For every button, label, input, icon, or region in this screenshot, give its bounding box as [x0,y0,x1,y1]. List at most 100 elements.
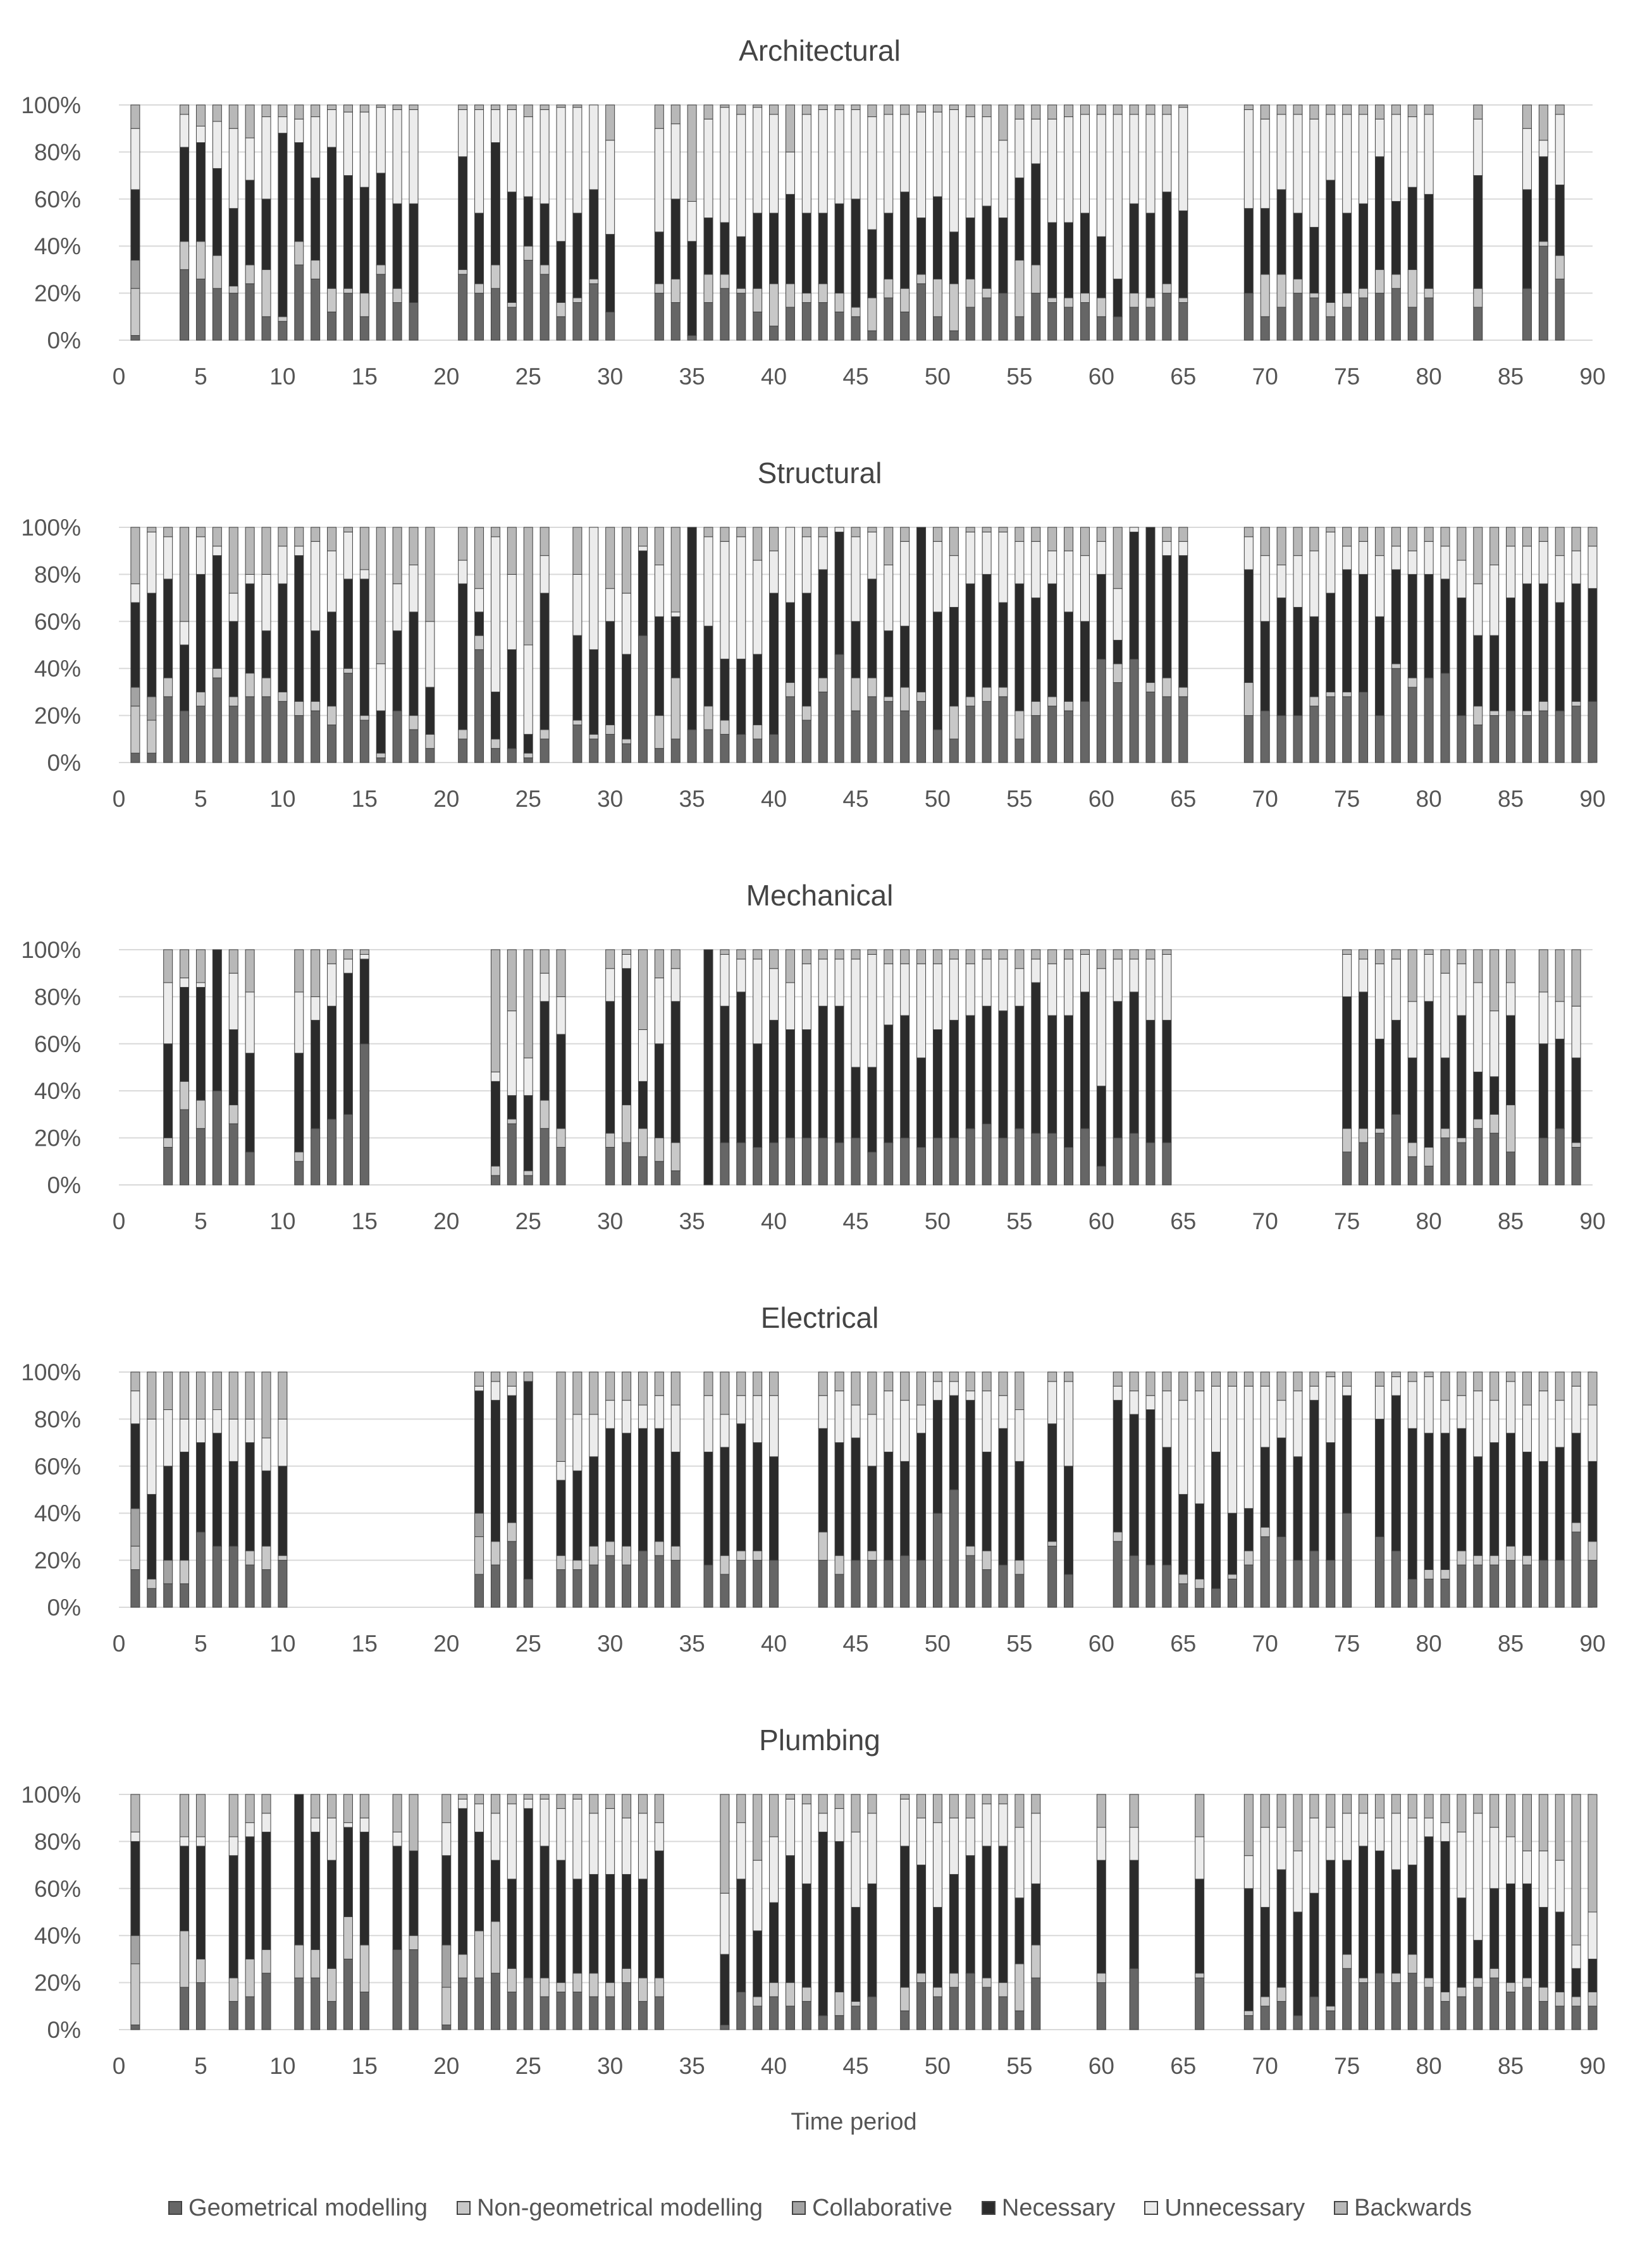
bar-segment [212,677,222,763]
bar-segment [1506,1982,1516,1992]
bar-segment [1424,573,1434,678]
bar-segment [1195,1879,1205,1974]
bar-segment [1391,1982,1401,2030]
bar-segment [1243,682,1254,716]
bar-segment [147,527,157,532]
bar-segment [965,1400,975,1547]
bar-segment [474,649,484,763]
bar-segment [1326,180,1336,303]
x-tick-label: 20 [433,786,459,812]
bar-segment [409,715,419,730]
y-tick-label: 100% [21,1782,81,1808]
bar-segment [932,316,942,341]
x-tick-label: 85 [1498,364,1524,389]
bar-segment [867,1550,877,1561]
bar-segment [311,1977,321,2030]
bar-segment [1506,1371,1516,1382]
bar-segment [1489,1968,1500,1978]
bar-segment [736,1395,746,1425]
bar-segment [163,949,173,983]
bar-segment [1129,1371,1139,1392]
bar-segment [1227,1385,1237,1514]
bar-segment [441,1944,452,1988]
bar-segment [556,302,566,317]
bar-segment [376,104,386,108]
bar-segment [1359,959,1369,993]
bar-segment [687,527,697,730]
bar-segment [572,302,583,341]
bar-segment [392,203,402,289]
bar-segment [622,1873,632,1969]
bar-segment [278,546,288,584]
bar-segment [1489,1371,1500,1401]
x-tick-label: 65 [1170,364,1196,389]
bar-segment [1145,949,1156,960]
bar-segment [834,203,844,294]
bar-segment [900,2010,910,2030]
bar-segment [1457,560,1467,599]
bar-segment [311,104,321,118]
bar-segment [670,968,681,1002]
bar-segment [195,1128,206,1186]
bar-segment [1276,527,1286,566]
bar-segment [638,1879,648,1978]
bar-segment [1031,1813,1041,1884]
legend: Geometrical modelling Non-geometrical mo… [0,2189,1640,2227]
bar-segment [884,212,894,279]
bar-segment [1276,1987,1286,2002]
bar-segment [1243,2010,1254,2016]
bar-segment [654,283,664,294]
bar-segment [1359,288,1369,298]
bar-segment [998,696,1008,763]
bar-segment [1276,307,1286,341]
x-tick-label: 25 [515,364,541,389]
bar-segment [294,1794,304,1946]
bar-segment [949,1381,959,1396]
x-tick-label: 15 [352,2053,378,2079]
bar-segment [507,1119,517,1124]
bar-segment [1424,1836,1434,1978]
bar-segment [900,1015,910,1139]
bar-segment [982,527,992,532]
bar-segment [556,1371,566,1462]
bar-segment [1195,1371,1205,1392]
y-tick-label: 60% [34,1031,81,1057]
bar-segment [556,107,566,242]
bar-segment [785,949,795,983]
bar-segment [523,196,533,247]
bar-segment [998,1564,1008,1608]
bar-segment [605,1132,615,1148]
bar-segment [1522,1451,1532,1556]
bar-segment [490,1860,500,1922]
legend-item-necessary: Necessary [981,2195,1115,2222]
bar-segment [425,733,435,749]
bar-segment [359,104,369,113]
x-tick-label: 45 [842,1208,868,1234]
bar-segment [1457,1564,1467,1608]
bar-segment [163,579,173,678]
bar-segment [965,1855,975,1974]
bar-segment [212,121,222,169]
bar-segment [1588,527,1598,547]
bar-segment [1506,1883,1516,1983]
bar-segment [1243,1794,1254,1856]
bar-segment [736,1371,746,1396]
bar-segment [1489,1010,1500,1077]
bar-segment [556,1034,566,1129]
bar-segment [294,118,304,144]
bar-segment [1506,1381,1516,1434]
bar-segment [539,729,550,740]
bar-segment [1342,307,1352,341]
bar-segment [1243,109,1254,209]
bar-segment [1080,104,1090,115]
bar-segment [801,1794,811,1805]
bar-segment [589,1545,599,1566]
bar-segment [736,1142,746,1186]
bar-segment [818,959,828,1007]
bar-segment [1326,316,1336,341]
bar-segment [801,1803,811,1884]
bar-segment [195,1442,206,1533]
bar-segment [1538,541,1548,584]
bar-segment [900,311,910,341]
bar-segment [1391,1869,1401,1974]
